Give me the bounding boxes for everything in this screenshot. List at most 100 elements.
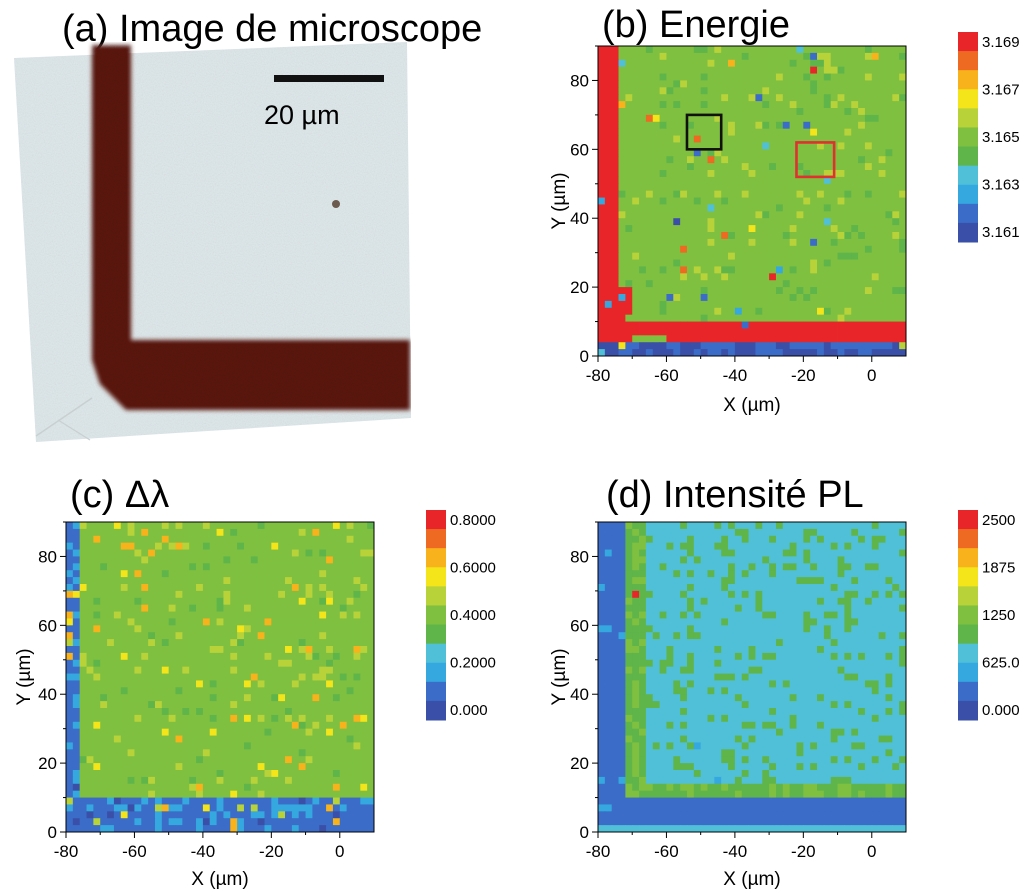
heatmap-cell [339,714,348,723]
heatmap-cell [367,659,375,668]
heatmap-cell [851,349,859,357]
heatmap-cell [741,204,749,212]
heatmap-cell [243,542,252,550]
heatmap-cell [734,597,743,606]
heatmap-cell [844,114,852,123]
heatmap-cell [789,273,797,281]
heatmap-cell [250,577,259,585]
heatmap-cell [810,273,818,281]
heatmap-cell [127,522,135,530]
heatmap-cell [686,542,695,550]
heatmap-cell [223,522,231,530]
heatmap-cell [782,314,791,322]
heatmap-cell [66,708,74,716]
heatmap-cell [673,307,681,316]
heatmap-cell [79,604,87,612]
heatmap-cell [161,611,170,619]
heatmap-cell [120,570,128,578]
heatmap-cell [810,114,818,123]
heatmap-cell [734,149,743,157]
heatmap-cell [141,570,149,578]
heatmap-cell [734,73,743,81]
heatmap-cell [127,673,135,681]
heatmap-cell [700,252,708,260]
heatmap-cell [714,66,722,74]
heatmap-cell [823,570,832,578]
heatmap-cell [625,590,633,599]
heatmap-cell [66,714,74,723]
heatmap-cell [810,625,818,633]
heatmap-cell [652,556,660,564]
heatmap-cell [250,639,259,647]
heatmap-cell [700,163,708,171]
heatmap-cell [250,770,259,778]
heatmap-cell [120,735,128,743]
heatmap-cell [707,542,715,550]
heatmap-cell [851,639,859,647]
heatmap-cell [844,618,852,626]
heatmap-cell [598,149,606,157]
heatmap-cell [86,680,94,688]
heatmap-cell [66,584,74,592]
heatmap-cell [353,701,361,709]
heatmap-cell [892,52,900,61]
heatmap-cell [666,87,674,95]
heatmap-cell [714,632,722,640]
heatmap-cell [148,646,156,654]
heatmap-cell [618,556,626,564]
heatmap-cell [899,563,907,571]
heatmap-cell [741,183,749,192]
heatmap-cell [141,535,149,544]
heatmap-cell [728,590,736,599]
heatmap-cell [141,522,149,530]
heatmap-cell [604,73,613,81]
heatmap-cell [871,238,880,247]
heatmap-cell [741,114,749,123]
heatmap-cell [625,238,633,247]
heatmap-cell [748,80,756,88]
heatmap-cell [728,300,736,309]
heatmap-cell [86,735,94,743]
heatmap-cell [714,135,722,143]
heatmap-cell [319,542,327,550]
heatmap-cell [189,694,197,702]
heatmap-cell [298,749,306,757]
heatmap-cell [319,618,327,626]
heatmap-cell [810,522,818,530]
heatmap-cell [782,259,791,267]
heatmap-cell [817,59,825,68]
heatmap-cell [673,597,681,606]
heatmap-cell [673,245,681,254]
heatmap-cell [319,756,327,764]
heatmap-cell [360,790,368,798]
heatmap-cell [796,94,804,102]
heatmap-cell [305,659,313,668]
heatmap-cell [93,756,101,764]
heatmap-cell [346,666,354,674]
heatmap-cell [858,238,866,247]
heatmap-cell [72,673,81,681]
heatmap-cell [271,577,279,585]
heatmap-cell [611,522,619,530]
heatmap-cell [728,535,736,544]
heatmap-cell [721,52,729,61]
heatmap-cell [639,252,647,260]
heatmap-cell [250,570,259,578]
heatmap-cell [762,611,770,619]
heatmap-cell [748,342,756,350]
heatmap-cell [312,721,320,730]
heatmap-cell [700,183,708,192]
heatmap-cell [79,618,87,626]
heatmap-cell [604,273,613,281]
heatmap-cell [127,783,135,792]
heatmap-cell [604,300,613,309]
heatmap-cell [319,701,327,709]
heatmap-cell [666,245,674,254]
heatmap-cell [148,577,156,585]
heatmap-cell [803,190,811,198]
heatmap-cell [810,225,818,233]
heatmap-cell [673,535,681,544]
heatmap-cell [326,673,334,681]
heatmap-cell [755,156,763,164]
